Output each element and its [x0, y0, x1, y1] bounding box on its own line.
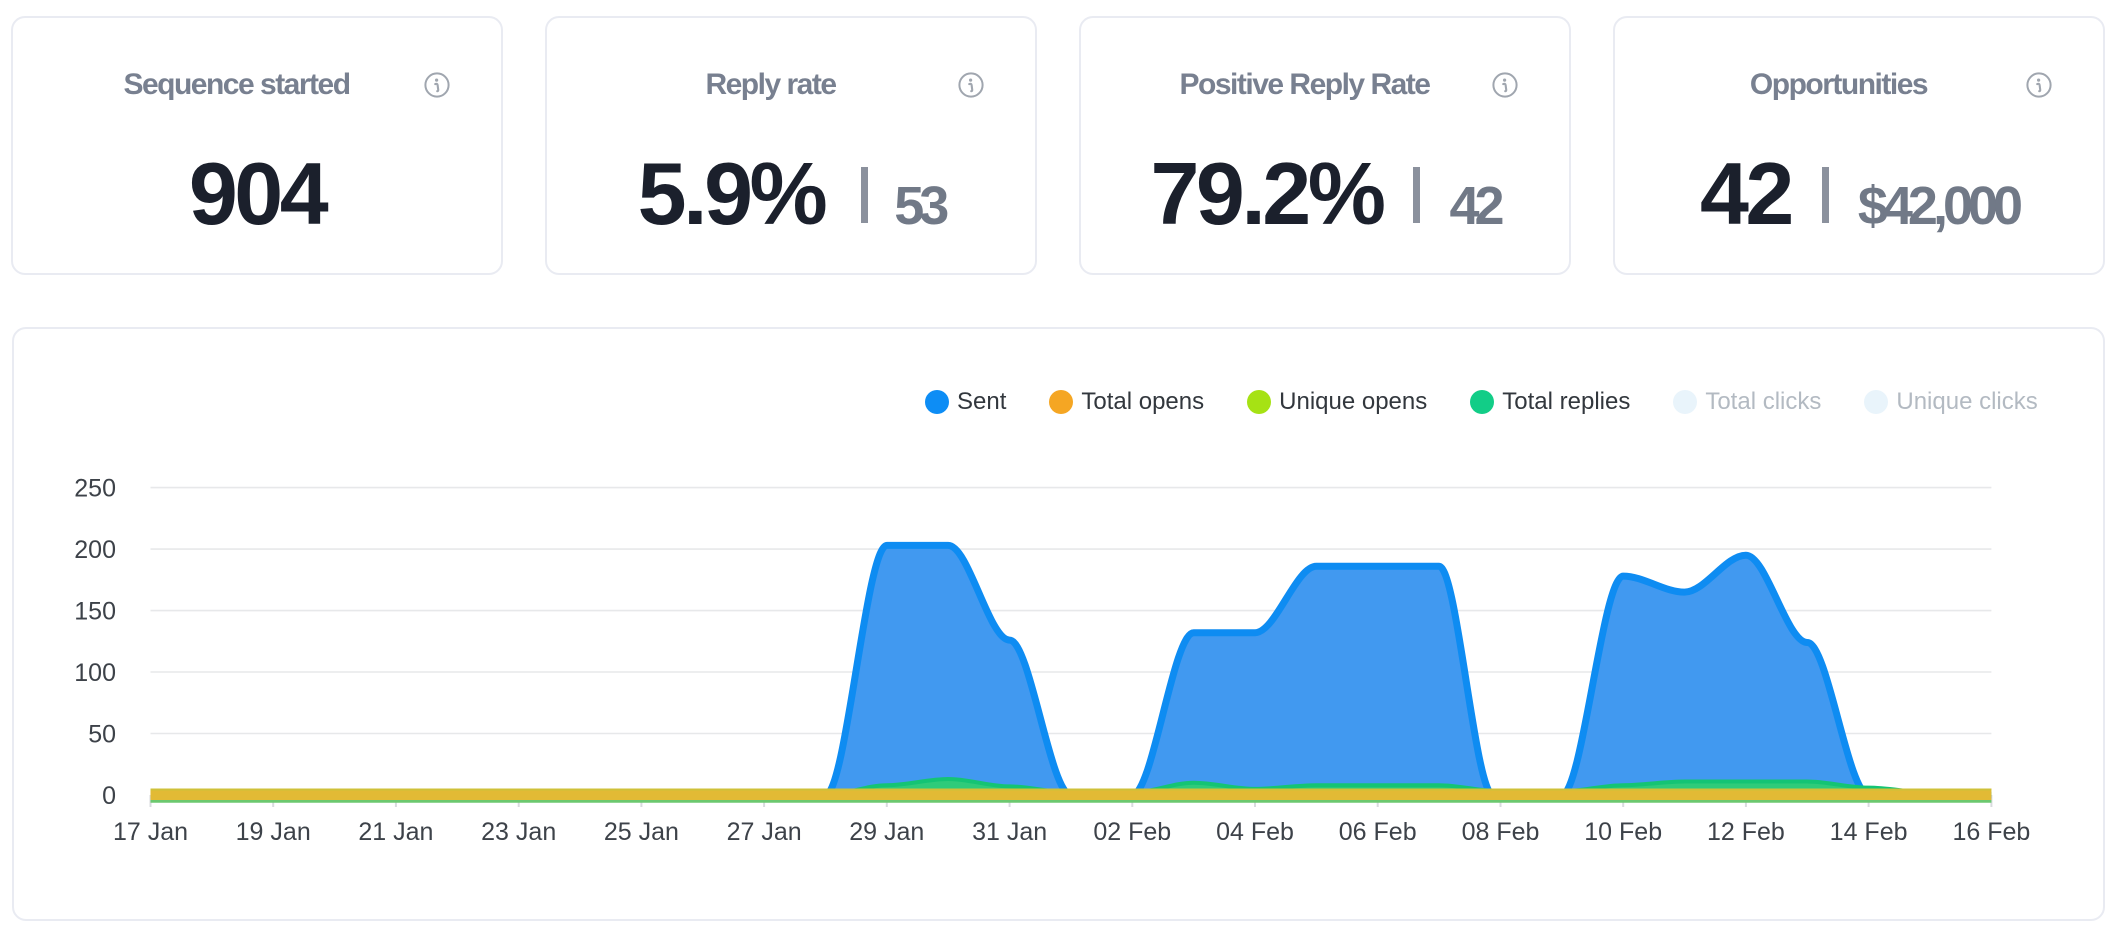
- svg-text:14 Feb: 14 Feb: [1830, 818, 1908, 846]
- svg-text:08 Feb: 08 Feb: [1462, 818, 1540, 846]
- svg-text:10 Feb: 10 Feb: [1584, 818, 1662, 846]
- svg-text:12 Feb: 12 Feb: [1707, 818, 1785, 846]
- svg-text:25 Jan: 25 Jan: [604, 818, 679, 846]
- svg-text:02 Feb: 02 Feb: [1093, 818, 1171, 846]
- svg-text:23 Jan: 23 Jan: [481, 818, 556, 846]
- svg-text:100: 100: [74, 659, 116, 687]
- svg-text:27 Jan: 27 Jan: [727, 818, 802, 846]
- svg-text:29 Jan: 29 Jan: [849, 818, 924, 846]
- svg-text:19 Jan: 19 Jan: [236, 818, 311, 846]
- svg-text:50: 50: [88, 721, 116, 749]
- svg-text:16 Feb: 16 Feb: [1952, 818, 2030, 846]
- svg-text:21 Jan: 21 Jan: [358, 818, 433, 846]
- svg-text:04 Feb: 04 Feb: [1216, 818, 1294, 846]
- svg-text:250: 250: [74, 475, 116, 503]
- svg-text:17 Jan: 17 Jan: [113, 818, 188, 846]
- svg-text:0: 0: [102, 782, 116, 810]
- svg-text:200: 200: [74, 536, 116, 564]
- svg-text:150: 150: [74, 598, 116, 626]
- svg-text:31 Jan: 31 Jan: [972, 818, 1047, 846]
- svg-text:06 Feb: 06 Feb: [1339, 818, 1417, 846]
